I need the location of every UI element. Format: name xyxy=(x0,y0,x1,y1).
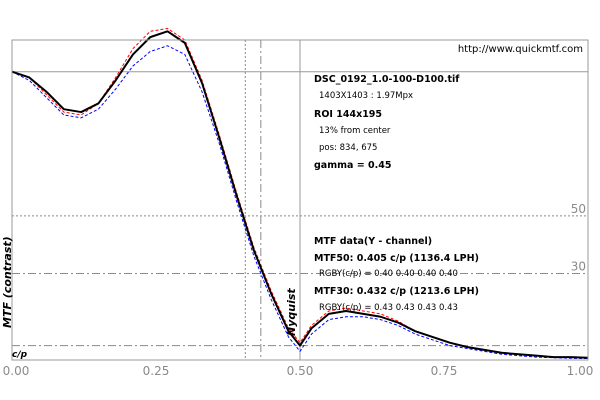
file-name: DSC_0192_1.0-100-D100.tif xyxy=(314,74,460,85)
roi-size: ROI 144x195 xyxy=(314,109,382,120)
y-axis-label: MTF (contrast) xyxy=(1,236,14,328)
roi-position: pos: 834, 675 xyxy=(319,143,377,153)
nyquist-label: Nyquist xyxy=(285,288,298,336)
x-tick-label: 0.00 xyxy=(3,364,30,378)
x-tick-label: 1.00 xyxy=(567,364,594,378)
level-label-30: 30 xyxy=(571,260,586,274)
roi-from-center: 13% from center xyxy=(319,126,391,136)
x-tick-label: 0.25 xyxy=(143,364,170,378)
mtf50-value: MTF50: 0.405 c/p (1136.4 LPH) xyxy=(314,253,479,264)
level-label-50: 50 xyxy=(571,202,586,216)
series-line-0 xyxy=(11,30,589,359)
mtf30-value: MTF30: 0.432 c/p (1213.6 LPH) xyxy=(314,286,479,297)
url-text: http://www.quickmtf.com xyxy=(458,44,583,55)
plot-frame xyxy=(11,39,589,361)
series-line-3 xyxy=(11,45,589,360)
mtf50-rgby: RGBY(c/p) = 0.40 0.40 0.40 0.40 xyxy=(319,269,458,279)
x-unit-label: c/p xyxy=(12,350,28,360)
mtf-heading: MTF data(Y - channel) xyxy=(314,236,432,247)
gamma-value: gamma = 0.45 xyxy=(314,160,391,171)
x-tick-label: 0.75 xyxy=(431,364,458,378)
image-dims: 1403X1403 : 1.97Mpx xyxy=(319,91,413,101)
x-tick-label: 0.50 xyxy=(287,364,314,378)
mtf30-rgby: RGBY(c/p) = 0.43 0.43 0.43 0.43 xyxy=(319,303,458,313)
